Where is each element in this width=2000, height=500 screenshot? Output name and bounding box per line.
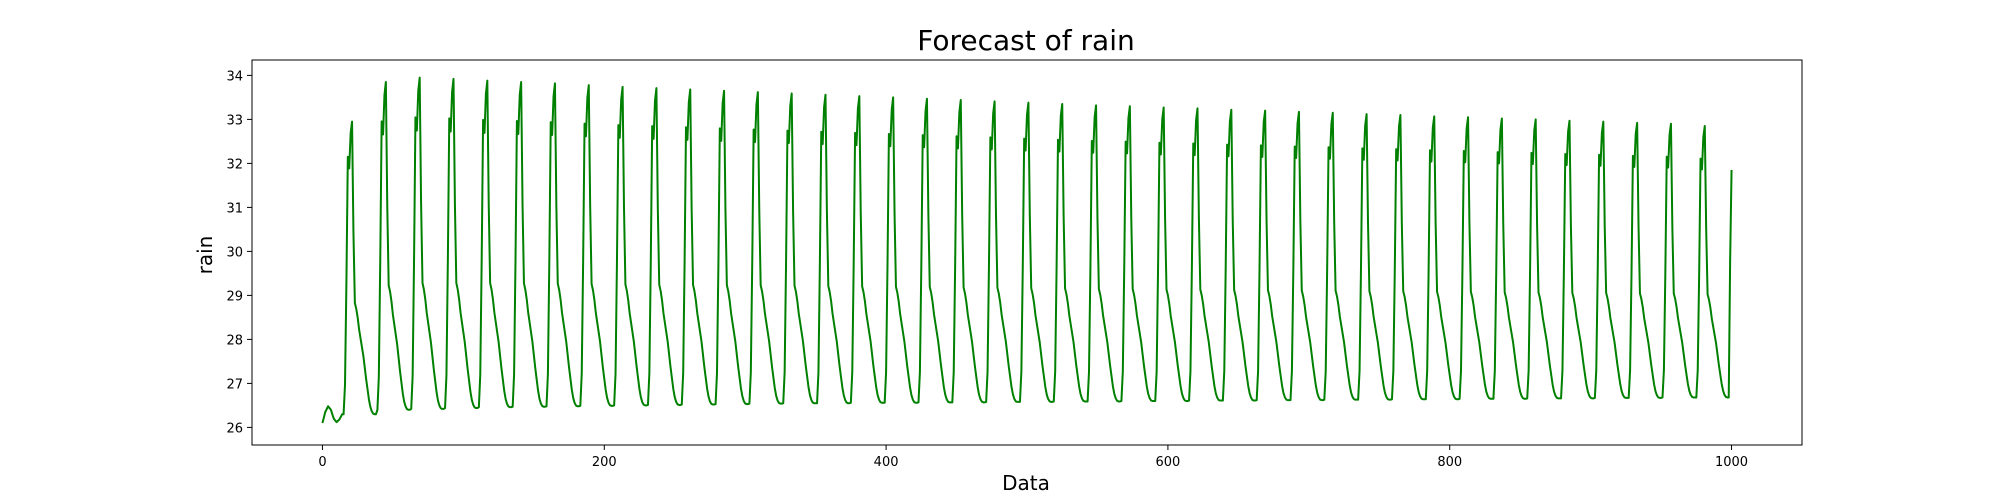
x-tick-label: 400	[874, 455, 899, 470]
x-tick-label: 600	[1155, 455, 1180, 470]
y-tick-label: 33	[226, 113, 243, 128]
x-tick-label: 800	[1437, 455, 1462, 470]
y-axis-label: rain	[193, 236, 217, 275]
x-axis-label: Data	[1002, 471, 1050, 495]
y-tick-label: 26	[226, 421, 243, 436]
x-tick-label: 1000	[1715, 455, 1748, 470]
plot-area: 0 200 400 600 800 1000 26 27 28 29 30 31 32 33 34	[226, 59, 1803, 470]
y-tick-label: 31	[226, 201, 243, 216]
y-tick-label: 30	[226, 245, 243, 260]
y-tick-label: 34	[226, 69, 243, 84]
x-tick-label: 200	[592, 455, 617, 470]
plot-frame	[251, 59, 1803, 446]
y-tick-label: 32	[226, 157, 243, 172]
y-tick-label: 29	[226, 289, 243, 304]
y-tick-label: 27	[226, 377, 243, 392]
series-line	[321, 76, 1733, 424]
x-tick-label: 0	[318, 455, 326, 470]
y-tick-label: 28	[226, 333, 243, 348]
chart-title: Forecast of rain	[917, 24, 1134, 57]
